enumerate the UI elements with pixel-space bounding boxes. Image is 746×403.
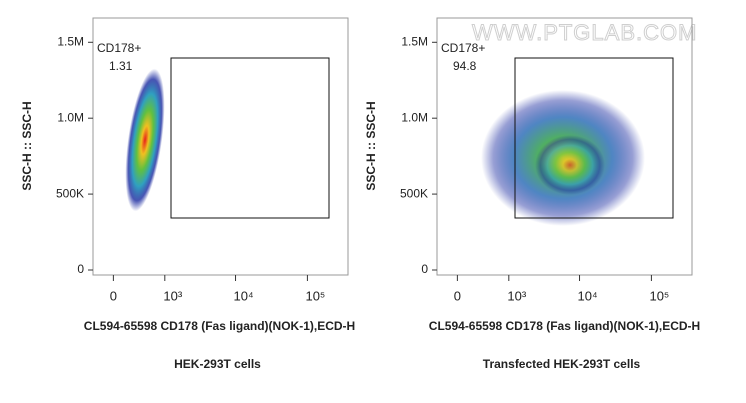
y-tick-label: 0	[421, 262, 428, 276]
plot-frame	[436, 17, 693, 276]
y-tick-label: 1.0M	[401, 110, 428, 124]
x-tick-label: 10³	[163, 288, 182, 303]
x-tick-label: 10⁵	[649, 288, 669, 303]
x-tick-label: 10⁴	[234, 288, 254, 303]
caption: HEK-293T cells	[174, 357, 261, 371]
watermark: WWW.PTGLAB.COM	[472, 20, 697, 45]
caption: Transfected HEK-293T cells	[483, 357, 641, 371]
x-tick-label: 10⁵	[305, 288, 325, 303]
y-tick-label: 500K	[56, 186, 84, 200]
gate-name: CD178+	[97, 41, 141, 55]
y-axis-label: SSC-H :: SSC-H	[364, 101, 378, 190]
x-tick-label: 10³	[507, 288, 526, 303]
gate-name: CD178+	[441, 41, 485, 55]
x-tick-label: 0	[110, 288, 117, 303]
x-tick-label: 0	[454, 288, 461, 303]
x-axis-label: CL594-65598 CD178 (Fas ligand)(NOK-1),EC…	[84, 319, 355, 333]
x-tick-label: 10⁴	[578, 288, 598, 303]
x-axis-label: CL594-65598 CD178 (Fas ligand)(NOK-1),EC…	[429, 319, 700, 333]
density-cloud	[535, 135, 605, 195]
y-axis-label: SSC-H :: SSC-H	[20, 101, 34, 190]
y-tick-label: 500K	[400, 186, 428, 200]
gate	[514, 57, 674, 219]
plot-frame	[92, 17, 349, 276]
y-tick-label: 0	[77, 262, 84, 276]
y-tick-label: 1.5M	[401, 34, 428, 48]
gate-percent: 94.8	[453, 59, 477, 73]
y-tick-label: 1.5M	[57, 34, 84, 48]
density-cloud	[125, 68, 165, 212]
y-tick-label: 1.0M	[57, 110, 84, 124]
gate	[170, 57, 330, 219]
gate-percent: 1.31	[109, 59, 133, 73]
